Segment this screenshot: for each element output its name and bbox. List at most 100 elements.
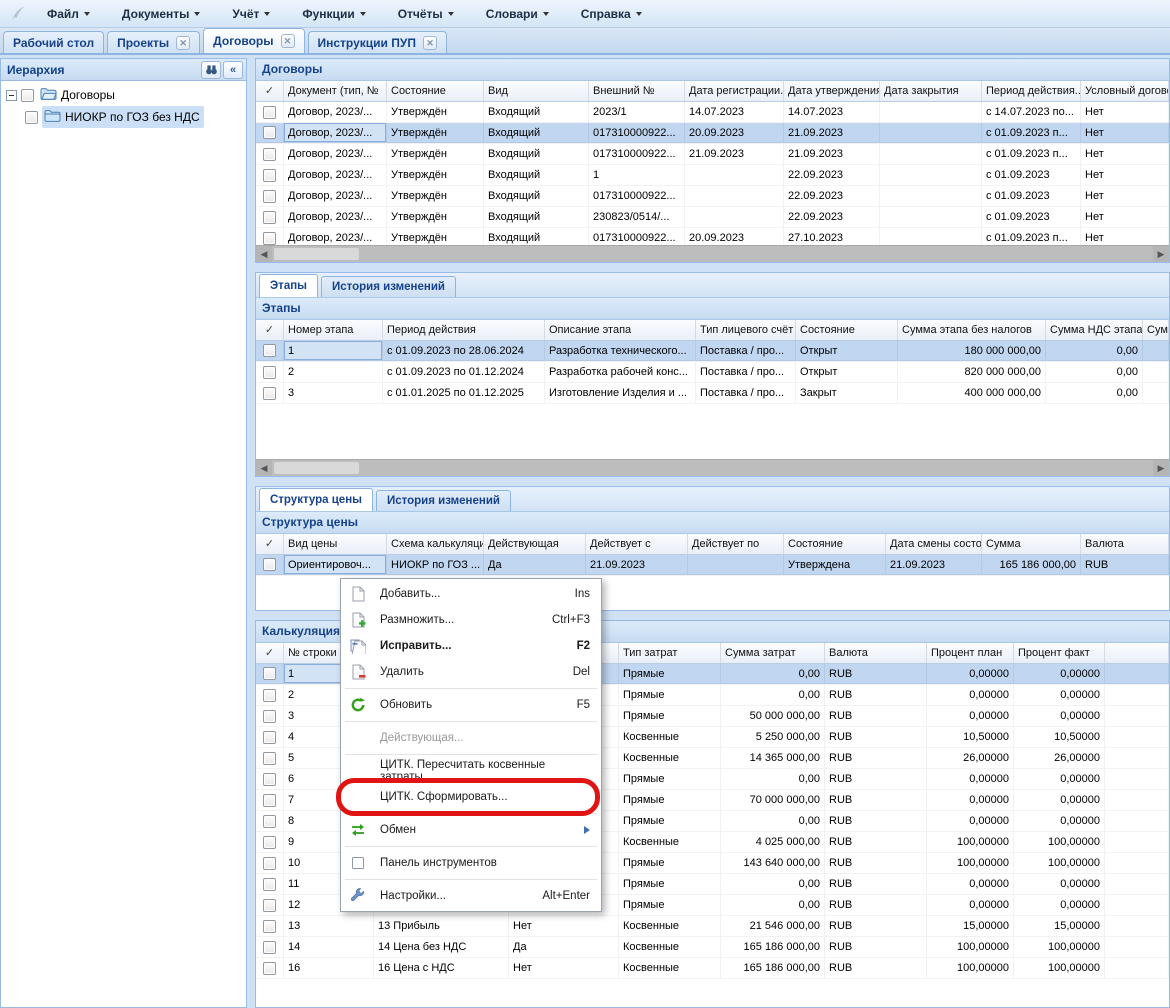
table-row[interactable]: 14 14 Цена без НДС Да Косвенные 165 186 000,…: [256, 937, 1169, 958]
table-cell[interactable]: Нет: [509, 958, 619, 978]
table-cell[interactable]: Косвенные: [619, 832, 721, 852]
table-row[interactable]: Договор, 2023/... Утверждён Входящий 017310…: [256, 123, 1169, 144]
table-cell[interactable]: Косвенные: [619, 727, 721, 747]
context-menu-item[interactable]: Удалить Del: [342, 659, 600, 685]
table-cell[interactable]: 165 186 000,00: [721, 937, 825, 957]
table-cell[interactable]: 0,00: [721, 769, 825, 789]
table-cell[interactable]: [509, 853, 619, 873]
select-all-header[interactable]: ✓: [256, 81, 284, 101]
table-cell[interactable]: 16: [284, 958, 374, 978]
table-cell[interactable]: 14.07.2023: [784, 102, 880, 122]
row-checkbox[interactable]: [263, 730, 276, 744]
table-cell[interactable]: Да: [509, 937, 619, 957]
table-cell[interactable]: 165 186 000,00: [982, 555, 1081, 575]
table-cell[interactable]: Прямые: [619, 769, 721, 789]
row-checkbox[interactable]: [263, 105, 276, 119]
table-cell[interactable]: Да: [484, 555, 586, 575]
table-cell[interactable]: 0,00000: [927, 811, 1014, 831]
table-cell[interactable]: Косвенные: [619, 958, 721, 978]
context-menu-item[interactable]: Панель инструментов: [342, 850, 600, 876]
table-cell[interactable]: Прямые: [619, 664, 721, 684]
table-cell[interactable]: 0,00000: [1014, 769, 1105, 789]
table-cell[interactable]: 017310000922...: [589, 123, 685, 143]
table-cell[interactable]: Прямые: [619, 874, 721, 894]
table-cell[interactable]: 0,00000: [927, 874, 1014, 894]
table-cell[interactable]: 017310000922...: [589, 186, 685, 206]
table-cell[interactable]: RUB: [825, 874, 927, 894]
scroll-thumb[interactable]: [274, 462, 359, 474]
table-cell[interactable]: [509, 706, 619, 726]
table-cell[interactable]: [1105, 664, 1169, 684]
row-checkbox[interactable]: [263, 709, 276, 723]
table-cell[interactable]: [1105, 958, 1169, 978]
table-cell[interactable]: с 01.09.2023 по 28.06.2024: [383, 341, 545, 361]
row-checkbox[interactable]: [263, 210, 276, 224]
workspace-tab[interactable]: Проекты ✕: [107, 31, 201, 53]
table-cell[interactable]: 4 025 000,00: [721, 832, 825, 852]
table-cell[interactable]: 0,00: [721, 664, 825, 684]
row-checkbox[interactable]: [263, 558, 276, 571]
table-cell[interactable]: 5 250 000,00: [721, 727, 825, 747]
table-cell[interactable]: 143 640 000,00: [721, 853, 825, 873]
horizontal-splitter[interactable]: [255, 477, 1170, 486]
table-cell[interactable]: 21.09.2023: [886, 555, 982, 575]
table-cell[interactable]: 0,00: [1046, 383, 1143, 403]
table-cell[interactable]: Нет: [1081, 228, 1169, 245]
horizontal-scrollbar[interactable]: ◀ ▶: [256, 245, 1169, 262]
table-cell[interactable]: 100,00000: [927, 853, 1014, 873]
table-cell[interactable]: с 01.09.2023 п...: [982, 228, 1081, 245]
column-header[interactable]: Действующая: [484, 534, 586, 554]
table-cell[interactable]: с 01.09.2023: [982, 207, 1081, 227]
table-cell[interactable]: Косвенные: [619, 748, 721, 768]
table-cell[interactable]: 15,00000: [1014, 916, 1105, 936]
table-cell[interactable]: 100,00000: [1014, 937, 1105, 957]
table-cell[interactable]: с 01.09.2023: [982, 186, 1081, 206]
row-checkbox[interactable]: [263, 386, 276, 400]
row-checkbox[interactable]: [263, 793, 276, 807]
table-cell[interactable]: НИОКР по ГОЗ ...: [387, 555, 484, 575]
table-row[interactable]: 16 16 Цена с НДС Нет Косвенные 165 186 000,0…: [256, 958, 1169, 979]
table-cell[interactable]: [880, 207, 982, 227]
table-cell[interactable]: 70 000 000,00: [721, 790, 825, 810]
menubar-item[interactable]: Учёт: [223, 4, 279, 24]
row-checkbox[interactable]: [263, 877, 276, 891]
table-cell[interactable]: Утверждён: [387, 165, 484, 185]
scroll-left-icon[interactable]: ◀: [256, 460, 272, 476]
table-cell[interactable]: [509, 790, 619, 810]
vertical-splitter[interactable]: [247, 58, 255, 1008]
table-cell[interactable]: Утверждён: [387, 102, 484, 122]
table-cell[interactable]: [509, 685, 619, 705]
table-cell[interactable]: Утверждён: [387, 186, 484, 206]
row-checkbox[interactable]: [263, 688, 276, 702]
table-row[interactable]: Договор, 2023/... Утверждён Входящий 230823…: [256, 207, 1169, 228]
table-cell[interactable]: 100,00000: [1014, 958, 1105, 978]
table-cell[interactable]: [685, 186, 784, 206]
table-cell[interactable]: 0,00000: [927, 685, 1014, 705]
table-cell[interactable]: [1105, 895, 1169, 915]
table-cell[interactable]: Утверждена: [784, 555, 886, 575]
column-header[interactable]: Сумма: [982, 534, 1081, 554]
table-cell[interactable]: Прямые: [619, 790, 721, 810]
table-cell[interactable]: [509, 811, 619, 831]
table-cell[interactable]: [685, 165, 784, 185]
table-cell[interactable]: Прямые: [619, 685, 721, 705]
row-checkbox[interactable]: [263, 751, 276, 765]
column-header[interactable]: Состояние: [796, 320, 898, 340]
table-cell[interactable]: 0,00: [1046, 362, 1143, 382]
table-cell[interactable]: Нет: [1081, 165, 1169, 185]
panel-tab[interactable]: История изменений: [320, 276, 456, 297]
table-cell[interactable]: [1105, 853, 1169, 873]
column-header[interactable]: Состояние: [387, 81, 484, 101]
column-header[interactable]: Номер этапа: [284, 320, 383, 340]
table-cell[interactable]: 10,50000: [927, 727, 1014, 747]
workspace-tab[interactable]: Инструкции ПУП ✕: [307, 31, 447, 53]
table-cell[interactable]: RUB: [1081, 555, 1169, 575]
scroll-thumb[interactable]: [274, 248, 359, 260]
table-cell[interactable]: 0,00000: [1014, 874, 1105, 894]
table-cell[interactable]: 13: [284, 916, 374, 936]
table-cell[interactable]: RUB: [825, 958, 927, 978]
table-cell[interactable]: 017310000922...: [589, 228, 685, 245]
table-row[interactable]: Договор, 2023/... Утверждён Входящий 017310…: [256, 228, 1169, 245]
